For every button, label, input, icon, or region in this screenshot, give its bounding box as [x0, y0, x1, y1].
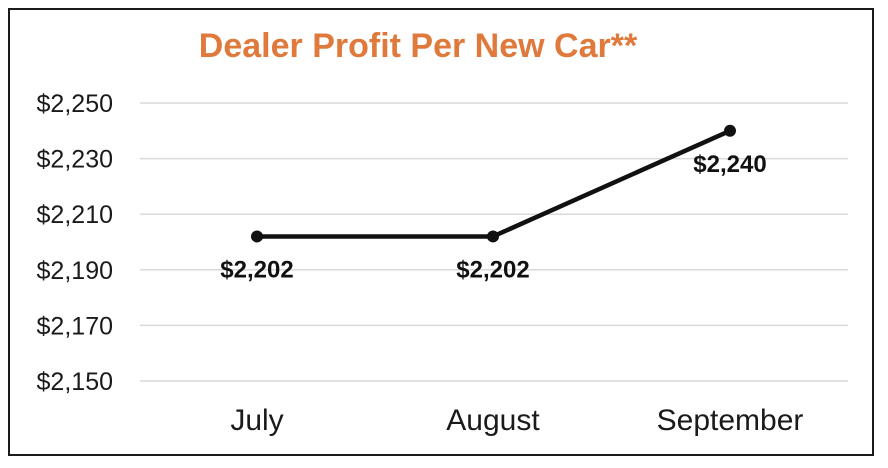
x-category-label: September — [657, 404, 804, 437]
y-tick-label: $2,190 — [37, 257, 113, 285]
x-axis-category-labels: July August September — [230, 404, 803, 437]
y-tick-label: $2,170 — [37, 312, 113, 340]
data-point — [724, 124, 736, 137]
chart-title: Dealer Profit Per New Car** — [198, 27, 638, 65]
y-tick-label: $2,250 — [37, 90, 113, 118]
series-line-group — [254, 128, 733, 239]
data-label: $2,202 — [456, 256, 529, 283]
gridlines — [140, 102, 848, 382]
data-label: $2,202 — [220, 256, 293, 283]
data-label: $2,240 — [693, 151, 766, 178]
data-point — [251, 230, 263, 243]
x-category-label: July — [230, 404, 283, 437]
data-labels: $2,202 $2,202 $2,240 — [220, 151, 766, 284]
data-points — [251, 124, 736, 243]
data-point — [487, 230, 499, 243]
y-tick-label: $2,230 — [37, 146, 113, 174]
y-tick-label: $2,150 — [37, 368, 113, 396]
x-category-label: August — [446, 404, 540, 437]
series-line — [254, 128, 733, 239]
y-axis-tick-labels: $2,250 $2,230 $2,210 $2,190 $2,170 $2,150 — [37, 90, 113, 396]
y-tick-label: $2,210 — [37, 201, 113, 229]
